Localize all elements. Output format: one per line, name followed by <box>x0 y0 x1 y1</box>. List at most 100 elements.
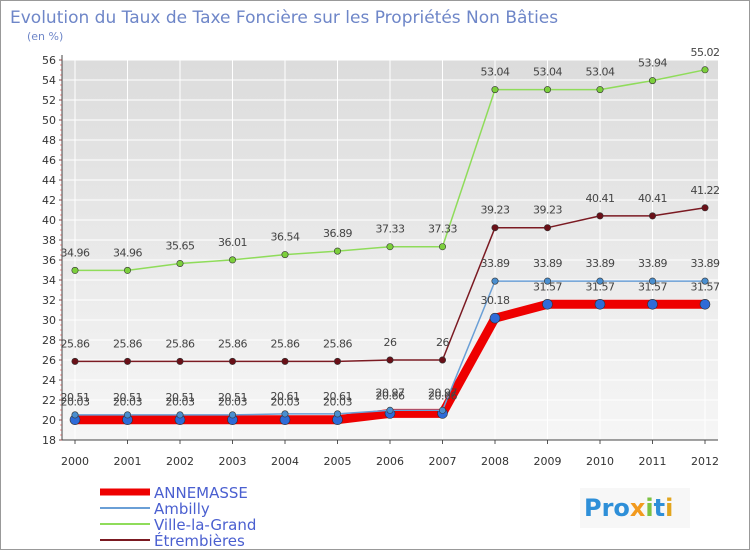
y-tick-label: 40 <box>42 214 56 227</box>
x-tick-label: 2005 <box>324 455 352 468</box>
data-point <box>648 212 656 220</box>
data-label: 20.66 <box>376 389 405 402</box>
data-label: 20.51 <box>113 391 142 404</box>
data-point <box>543 86 551 94</box>
x-tick-label: 2000 <box>61 455 89 468</box>
data-point <box>699 298 711 310</box>
data-label: 20.03 <box>218 396 247 409</box>
data-point <box>701 277 709 285</box>
data-point <box>491 224 499 232</box>
data-label: 25.86 <box>61 337 90 350</box>
data-point <box>386 356 394 364</box>
data-label: 36.89 <box>323 227 352 240</box>
y-tick-label: 24 <box>42 374 56 387</box>
data-point <box>124 411 132 419</box>
data-point <box>647 298 658 310</box>
data-point <box>596 277 604 285</box>
data-point <box>229 256 237 264</box>
chart-subtitle: (en %) <box>27 30 63 43</box>
data-label: 20.03 <box>113 396 142 409</box>
data-label: 20.97 <box>428 386 457 399</box>
data-point <box>333 357 341 365</box>
data-point <box>701 66 709 74</box>
data-point <box>281 410 289 418</box>
x-tick-label: 2004 <box>271 455 299 468</box>
data-label: 31.57 <box>586 280 615 293</box>
legend-label: ANNEMASSE <box>154 484 248 502</box>
data-label: 20.51 <box>218 391 247 404</box>
data-point <box>596 86 604 94</box>
data-label: 33.89 <box>481 257 510 270</box>
data-point <box>491 277 499 285</box>
data-label: 25.86 <box>166 337 195 350</box>
data-point <box>543 224 551 232</box>
data-point <box>71 357 79 365</box>
data-label: 34.96 <box>61 246 90 259</box>
data-point <box>176 259 184 267</box>
data-label: 36.54 <box>271 231 300 244</box>
data-label: 53.04 <box>481 66 510 79</box>
y-tick-label: 36 <box>42 254 56 267</box>
x-tick-label: 2011 <box>639 455 667 468</box>
data-label: 25.86 <box>271 337 300 350</box>
series-layer <box>69 66 711 426</box>
y-tick-label: 52 <box>42 94 56 107</box>
x-tick-label: 2003 <box>219 455 247 468</box>
data-point <box>386 406 394 414</box>
data-point <box>542 298 553 310</box>
y-tick-label: 34 <box>42 274 56 287</box>
x-tick-label: 2008 <box>481 455 509 468</box>
legend-label: Ambilly <box>154 500 210 518</box>
data-label: 40.41 <box>586 192 615 205</box>
axis-layer: 18 20 22 24 26 28 30 32 34 36 38 40 42 44 46 48 50 52 54 56… <box>42 54 719 468</box>
data-label: 37.33 <box>376 223 405 236</box>
data-point <box>594 298 606 310</box>
data-label: 20.51 <box>61 391 90 404</box>
y-tick-label: 28 <box>42 334 56 347</box>
data-label: 20.97 <box>376 386 405 399</box>
legend: ANNEMASSEAmbillyVille-la-GrandÉtrembière… <box>100 484 256 550</box>
x-tick-label: 2010 <box>586 455 614 468</box>
grid-layer <box>62 59 718 441</box>
data-label: 33.89 <box>533 257 562 270</box>
data-label: 31.57 <box>691 280 720 293</box>
y-tick-label: 42 <box>42 194 56 207</box>
y-tick-label: 48 <box>42 134 56 147</box>
data-label: 20.51 <box>166 391 195 404</box>
data-point <box>71 411 79 419</box>
data-label: 35.65 <box>166 240 195 253</box>
data-label: 39.23 <box>481 204 510 217</box>
data-label: 30.18 <box>481 294 510 307</box>
logo-backdrop <box>580 488 690 528</box>
data-point <box>281 357 289 365</box>
data-label: 53.94 <box>638 57 667 70</box>
data-point <box>124 266 132 274</box>
data-label: 55.02 <box>691 46 720 59</box>
data-point <box>596 212 604 220</box>
data-point <box>543 277 551 285</box>
data-label: 20.61 <box>323 390 352 403</box>
data-point <box>491 86 499 94</box>
y-tick-label: 54 <box>42 74 56 87</box>
data-point <box>176 411 184 419</box>
data-point <box>386 243 394 251</box>
data-label: 26 <box>436 336 449 349</box>
data-label: 20.66 <box>428 389 457 402</box>
data-label: 36.01 <box>218 236 247 249</box>
legend-label: Ville-la-Grand <box>154 516 256 534</box>
data-point <box>438 356 446 364</box>
data-label: 20.61 <box>271 390 300 403</box>
data-label: 34.96 <box>113 246 142 259</box>
y-tick-label: 56 <box>42 54 56 67</box>
y-tick-label: 30 <box>42 314 56 327</box>
data-point <box>438 406 446 414</box>
data-label: 53.04 <box>533 66 562 79</box>
data-label: 39.23 <box>533 204 562 217</box>
data-label: 33.89 <box>691 257 720 270</box>
data-point <box>71 266 79 274</box>
data-label: 31.57 <box>533 280 562 293</box>
x-tick-label: 2009 <box>534 455 562 468</box>
x-tick-label: 2002 <box>166 455 194 468</box>
